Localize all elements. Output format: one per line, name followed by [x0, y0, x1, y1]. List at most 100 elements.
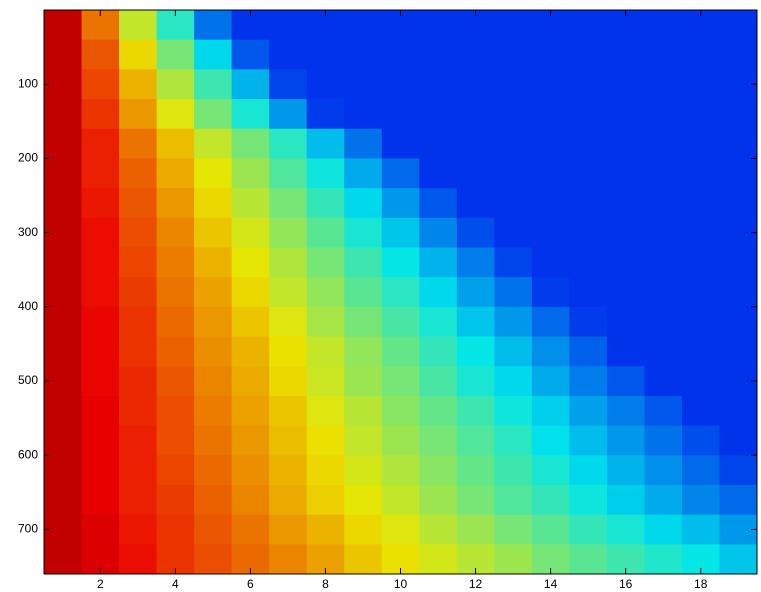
heat-cell	[119, 425, 158, 456]
heat-cell	[381, 69, 420, 100]
heat-cell	[606, 425, 645, 456]
heat-cell	[231, 247, 270, 278]
heat-cell	[531, 128, 570, 159]
heat-cell	[156, 99, 195, 130]
heat-cell	[381, 395, 420, 427]
heat-cell	[456, 99, 495, 130]
heat-cell	[194, 247, 233, 278]
heat-cell	[681, 514, 720, 545]
heat-cell	[119, 39, 158, 70]
heat-cell	[81, 366, 120, 397]
heat-cell	[119, 306, 158, 338]
heat-cell	[269, 277, 308, 308]
heat-cell	[306, 366, 345, 397]
heat-cell	[269, 366, 308, 397]
heat-cell	[344, 277, 383, 308]
heat-cell	[81, 277, 120, 308]
heat-cell	[194, 10, 233, 41]
heat-cell	[569, 544, 608, 575]
heat-cell	[344, 484, 383, 516]
heat-cell	[194, 128, 233, 159]
y-tick-label: 600	[18, 447, 38, 461]
heat-cell	[231, 455, 270, 486]
heat-cell	[419, 10, 458, 41]
heat-cell	[419, 514, 458, 545]
heat-cell	[119, 128, 158, 159]
heat-cell	[531, 455, 570, 486]
heat-cell	[606, 69, 645, 100]
heat-cell	[231, 366, 270, 397]
x-tick-label: 8	[322, 577, 329, 591]
heat-cell	[569, 514, 608, 545]
heat-cell	[194, 544, 233, 575]
heat-cell	[81, 99, 120, 130]
heat-cell	[569, 277, 608, 308]
heat-cell	[231, 277, 270, 308]
heat-cell	[681, 69, 720, 100]
heat-cell	[306, 247, 345, 278]
heat-cell	[419, 188, 458, 219]
heat-cell	[644, 188, 683, 219]
heat-cell	[231, 395, 270, 427]
heat-cell	[419, 425, 458, 456]
heat-cell	[719, 336, 758, 367]
x-tick-label: 6	[247, 577, 254, 591]
heat-cell	[494, 10, 533, 41]
heat-cell	[81, 39, 120, 70]
heat-cell	[606, 306, 645, 338]
heat-cell	[381, 247, 420, 278]
heat-cell	[344, 10, 383, 41]
heat-cell	[269, 455, 308, 486]
heat-cell	[119, 188, 158, 219]
heat-cell	[119, 277, 158, 308]
heat-cell	[644, 99, 683, 130]
heat-cell	[569, 484, 608, 516]
heat-cell	[719, 128, 758, 159]
heat-cell	[381, 39, 420, 70]
heat-cell	[719, 484, 758, 516]
heat-cell	[81, 69, 120, 100]
heat-cell	[494, 484, 533, 516]
heat-cell	[344, 69, 383, 100]
heat-cell	[81, 247, 120, 278]
heat-cell	[644, 247, 683, 278]
heat-cell	[81, 395, 120, 427]
heat-cell	[419, 336, 458, 367]
heat-cell	[456, 336, 495, 367]
heat-cell	[606, 158, 645, 189]
heat-cell	[569, 455, 608, 486]
heat-cell	[531, 158, 570, 189]
heat-cell	[531, 484, 570, 516]
heat-cell	[644, 514, 683, 545]
heat-cell	[419, 544, 458, 575]
heat-cell	[644, 484, 683, 516]
heat-cell	[119, 158, 158, 189]
heat-cell	[419, 247, 458, 278]
heat-cell	[119, 366, 158, 397]
heat-cell	[156, 277, 195, 308]
heat-cell	[606, 277, 645, 308]
y-tick-label: 400	[18, 299, 38, 313]
heat-cell	[269, 69, 308, 100]
heat-cell	[381, 514, 420, 545]
heat-cell	[569, 39, 608, 70]
heat-cell	[494, 128, 533, 159]
heat-cell	[569, 366, 608, 397]
heat-cell	[344, 158, 383, 189]
heat-cell	[44, 10, 83, 41]
heat-cell	[119, 247, 158, 278]
heat-cell	[456, 128, 495, 159]
heat-cell	[456, 395, 495, 427]
heat-cell	[44, 158, 83, 189]
heat-cell	[344, 217, 383, 248]
y-tick-label: 100	[18, 76, 38, 90]
heat-cell	[719, 188, 758, 219]
heat-cell	[344, 247, 383, 278]
y-tick-label: 300	[18, 225, 38, 239]
heat-cell	[269, 128, 308, 159]
heat-cell	[156, 39, 195, 70]
heat-cell	[719, 277, 758, 308]
heat-cell	[231, 69, 270, 100]
heat-cell	[269, 39, 308, 70]
heat-cell	[681, 217, 720, 248]
